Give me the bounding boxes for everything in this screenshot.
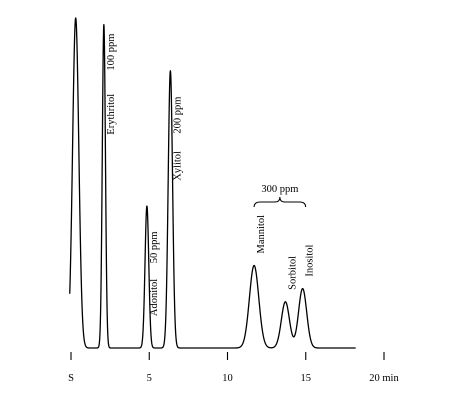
peak-label-xylitol: Xylitol (172, 151, 183, 181)
peak-conc-xylitol: 200 ppm (172, 97, 183, 134)
x-tick-label-10: 10 (222, 373, 233, 384)
x-tick-label-s: S (68, 373, 74, 384)
peak-label-adonitol: Adonitol (149, 279, 160, 316)
bracket-300ppm (253, 196, 307, 208)
annotation-300ppm: 300 ppm (261, 184, 298, 195)
peak-conc-erythritol: 100 ppm (106, 34, 117, 71)
chromatogram-trace (69, 17, 357, 349)
peak-label-mannitol: Mannitol (256, 215, 267, 254)
peak-labels: Erythritol 100 ppm Adonitol 50 ppm Xylitol 20… (106, 34, 316, 317)
peak-label-erythritol: Erythritol (106, 94, 117, 135)
peak-label-sorbitol: Sorbitol (287, 256, 298, 290)
x-tick-label-5: 5 (147, 373, 152, 384)
x-tick-label-15: 15 (301, 373, 312, 384)
peak-conc-adonitol: 50 ppm (149, 232, 160, 264)
time-axis: S 5 10 15 20 min (68, 352, 399, 384)
signal-trace (69, 17, 357, 349)
peak-label-inositol: Inositol (305, 244, 316, 276)
x-tick-label-20-min: 20 min (369, 373, 399, 384)
